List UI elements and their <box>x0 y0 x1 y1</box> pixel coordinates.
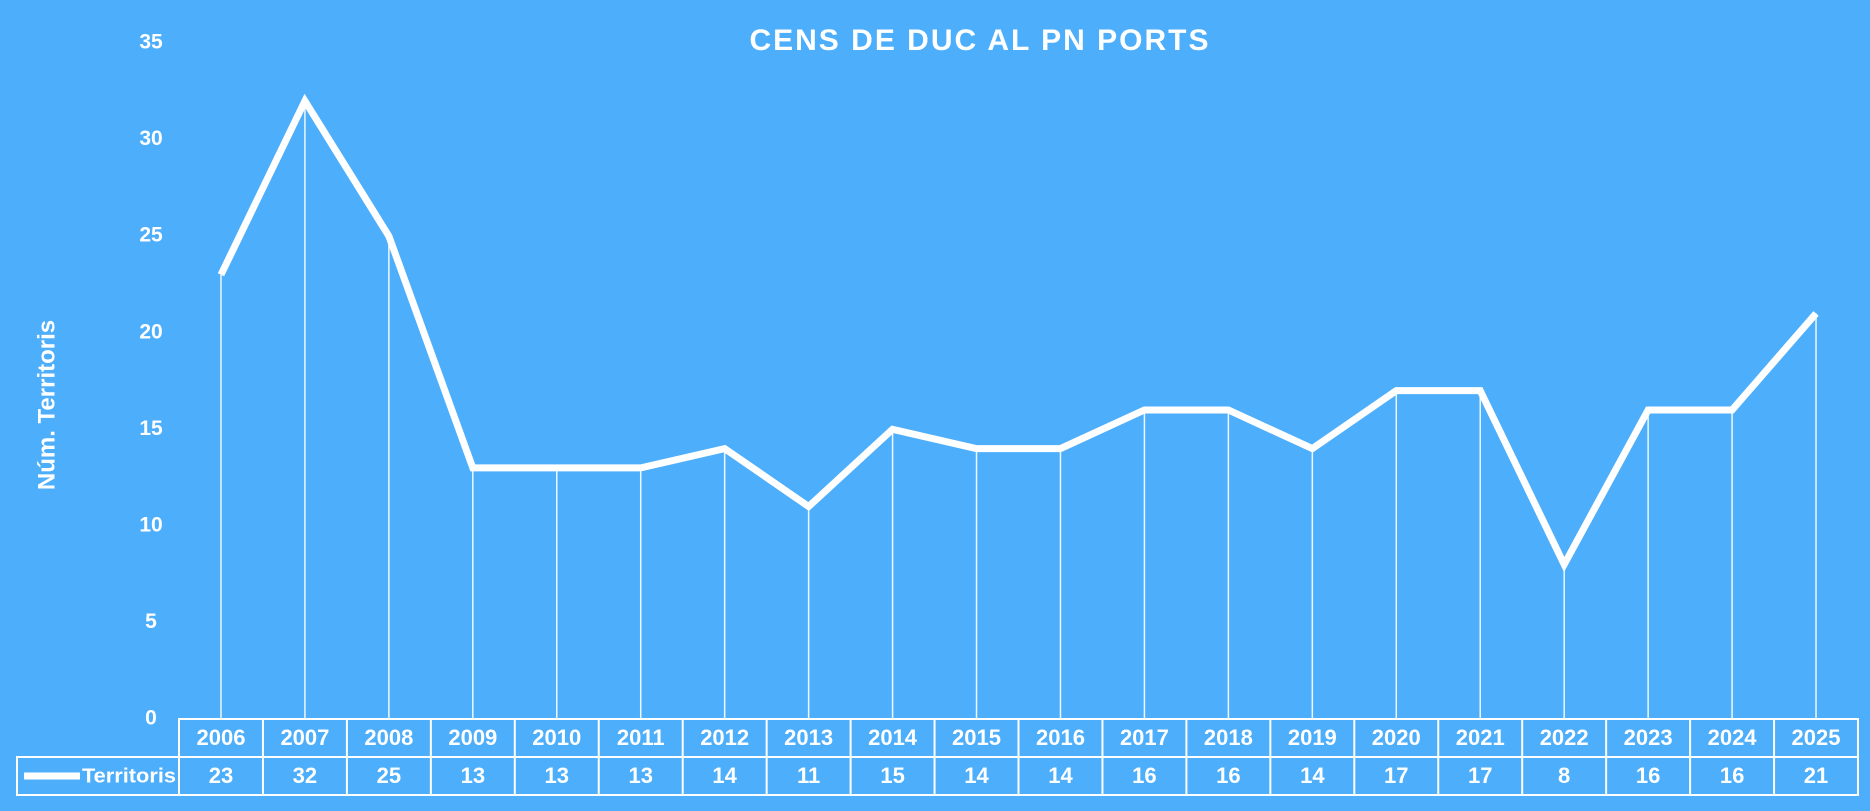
y-tick-label: 25 <box>139 224 163 247</box>
x-tick-label: 2013 <box>784 725 833 750</box>
y-tick-label: 35 <box>139 31 163 54</box>
y-tick-label: 5 <box>145 610 157 633</box>
x-tick-label: 2008 <box>364 725 413 750</box>
table-value: 23 <box>209 763 233 788</box>
x-tick-label: 2024 <box>1708 725 1758 750</box>
table-value: 13 <box>628 763 652 788</box>
legend-label: Territoris <box>82 765 176 787</box>
y-tick-label: 20 <box>139 320 162 343</box>
table-value: 14 <box>1300 763 1325 788</box>
x-tick-label: 2022 <box>1540 725 1589 750</box>
table-value: 17 <box>1384 763 1408 788</box>
x-tick-label: 2019 <box>1288 725 1337 750</box>
y-tick-label: 15 <box>139 417 163 440</box>
x-tick-label: 2009 <box>448 725 497 750</box>
table-value: 16 <box>1636 763 1660 788</box>
table-border <box>16 756 180 796</box>
table-value: 16 <box>1132 763 1156 788</box>
y-tick-label: 10 <box>139 513 162 536</box>
x-tick-label: 2017 <box>1120 725 1169 750</box>
x-tick-label: 2018 <box>1204 725 1253 750</box>
table-value: 21 <box>1804 763 1828 788</box>
x-tick-label: 2010 <box>532 725 581 750</box>
table-value: 11 <box>797 763 820 788</box>
table-value: 16 <box>1216 763 1240 788</box>
table-value: 32 <box>293 763 317 788</box>
x-tick-label: 2016 <box>1036 725 1085 750</box>
table-value: 14 <box>964 763 989 788</box>
series-line <box>217 93 1819 573</box>
table-value: 14 <box>1048 763 1073 788</box>
y-tick-label: 0 <box>145 707 157 730</box>
table-value: 25 <box>377 763 401 788</box>
x-tick-label: 2021 <box>1456 725 1505 750</box>
table-value: 13 <box>545 763 569 788</box>
table-value: 14 <box>712 763 737 788</box>
table-value: 8 <box>1558 763 1570 788</box>
x-tick-label: 2006 <box>196 725 245 750</box>
x-tick-label: 2011 <box>617 725 665 750</box>
x-tick-label: 2007 <box>280 725 329 750</box>
y-tick-label: 30 <box>139 127 162 150</box>
table-value: 13 <box>461 763 485 788</box>
table-value: 16 <box>1720 763 1744 788</box>
x-tick-label: 2023 <box>1624 725 1673 750</box>
y-axis-label: Núm. Territoris <box>33 320 60 490</box>
x-tick-label: 2012 <box>700 725 749 750</box>
x-tick-label: 2025 <box>1792 725 1841 750</box>
x-tick-label: 2020 <box>1372 725 1421 750</box>
chart-title: CENS DE DUC AL PN PORTS <box>749 24 1210 57</box>
x-tick-label: 2015 <box>952 725 1001 750</box>
table-value: 17 <box>1468 763 1492 788</box>
table-value: 15 <box>880 763 904 788</box>
x-tick-label: 2014 <box>868 725 918 750</box>
